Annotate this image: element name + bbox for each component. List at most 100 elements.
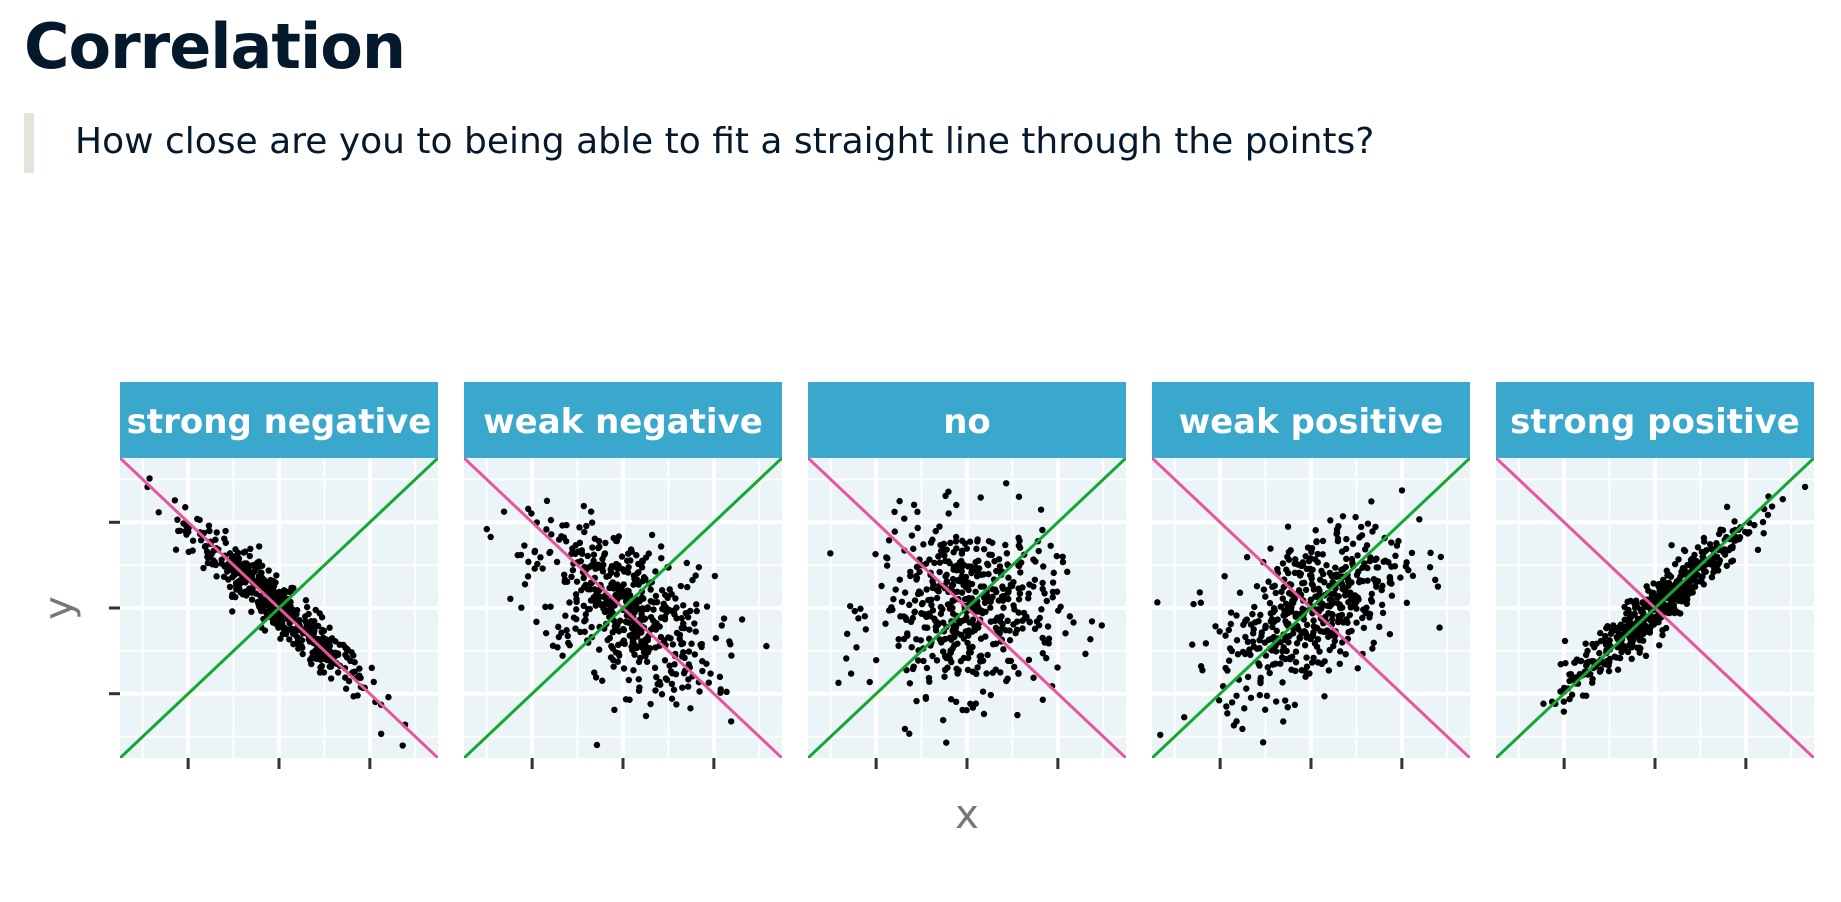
scatter-point <box>562 612 569 619</box>
scatter-point <box>975 608 982 615</box>
scatter-point <box>1244 673 1252 681</box>
scatter-point <box>913 697 920 705</box>
scatter-point <box>1054 664 1061 671</box>
scatter-point <box>242 579 249 586</box>
scatter-point <box>1656 587 1663 594</box>
scatter-point <box>1007 657 1015 665</box>
scatter-point <box>738 616 746 623</box>
scatter-point <box>615 533 623 540</box>
scatter-point <box>572 542 579 549</box>
scatter-point <box>1369 645 1376 652</box>
scatter-point <box>368 664 375 672</box>
scatter-point <box>573 615 580 623</box>
scatter-points <box>1154 487 1445 746</box>
scatter-point <box>1727 544 1734 551</box>
facet-strip <box>808 382 1126 458</box>
scatter-point <box>1610 622 1617 629</box>
scatter-point <box>922 693 930 701</box>
scatter-point <box>255 558 263 565</box>
scatter-point <box>1013 626 1021 634</box>
scatter-point <box>1323 562 1330 569</box>
scatter-point <box>968 568 975 576</box>
scatter-point <box>185 548 192 556</box>
scatter-point <box>1643 628 1650 635</box>
scatter-point <box>666 662 673 669</box>
scatter-point <box>572 550 579 558</box>
scatter-point <box>679 684 686 691</box>
scatter-point <box>1224 710 1231 717</box>
scatter-point <box>1624 648 1632 656</box>
scatter-point <box>528 510 535 517</box>
scatter-point <box>1368 598 1376 605</box>
scatter-point <box>563 627 570 634</box>
scatter-point <box>1650 580 1657 587</box>
scatter-point <box>1342 563 1349 571</box>
scatter-point <box>972 588 979 595</box>
scatter-point <box>572 625 579 632</box>
scatter-point <box>630 572 638 579</box>
scatter-point <box>638 644 646 651</box>
scatter-point <box>200 564 207 572</box>
scatter-point <box>1568 691 1576 698</box>
scatter-point <box>1189 641 1196 648</box>
scatter-point <box>1304 544 1312 551</box>
scatter-point <box>964 579 972 586</box>
scatter-point <box>621 640 628 648</box>
scatter-point <box>896 576 903 583</box>
scatter-point <box>1005 588 1012 595</box>
scatter-point <box>265 567 272 574</box>
scatter-point <box>226 583 234 591</box>
scatter-point <box>1356 534 1363 541</box>
scatter-point <box>895 642 902 650</box>
scatter-point <box>614 622 621 629</box>
scatter-point <box>1316 576 1324 583</box>
scatter-point <box>926 678 933 685</box>
scatter-point <box>635 676 642 683</box>
scatter-point <box>662 603 669 611</box>
scatter-point <box>958 589 966 596</box>
scatter-point <box>189 537 197 544</box>
scatter-point <box>1369 528 1376 535</box>
scatter-point <box>1337 648 1344 655</box>
scatter-point <box>259 596 267 603</box>
scatter-point <box>1611 653 1618 660</box>
scatter-point <box>385 693 392 701</box>
scatter-point <box>1274 616 1281 623</box>
scatter-point <box>952 533 960 541</box>
scatter-point <box>1731 518 1738 525</box>
scatter-point <box>573 578 581 585</box>
scatter-point <box>197 537 205 544</box>
scatter-point <box>285 604 293 612</box>
scatter-point <box>652 687 659 694</box>
scatter-point <box>563 538 570 545</box>
scatter-point <box>1631 604 1639 612</box>
scatter-point <box>609 579 616 586</box>
scatter-point <box>1366 610 1374 618</box>
scatter-point <box>963 545 970 552</box>
scatter-point <box>1355 568 1362 575</box>
scatter-point <box>861 613 869 620</box>
scatter-point <box>593 741 601 749</box>
scatter-point <box>985 570 992 578</box>
scatter-point <box>1326 569 1334 577</box>
scatter-point <box>336 641 343 648</box>
scatter-point <box>1329 578 1336 586</box>
scatter-point <box>549 642 557 649</box>
scatter-point <box>1675 556 1682 563</box>
scatter-point <box>1050 569 1057 577</box>
scatter-point <box>1225 626 1233 634</box>
scatter-point <box>980 571 987 578</box>
scatter-point <box>1371 556 1379 564</box>
scatter-point <box>1222 632 1229 639</box>
scatter-point <box>350 693 357 700</box>
scatter-point <box>1039 585 1046 593</box>
scatter-point <box>962 584 970 591</box>
scatter-point <box>1249 638 1257 645</box>
scatter-point <box>1064 568 1071 576</box>
scatter-point <box>487 533 494 541</box>
scatter-point <box>727 718 735 725</box>
scatter-point <box>1006 637 1014 644</box>
scatter-point <box>904 632 911 639</box>
scatter-point <box>1239 725 1246 733</box>
scatter-point <box>327 675 335 682</box>
